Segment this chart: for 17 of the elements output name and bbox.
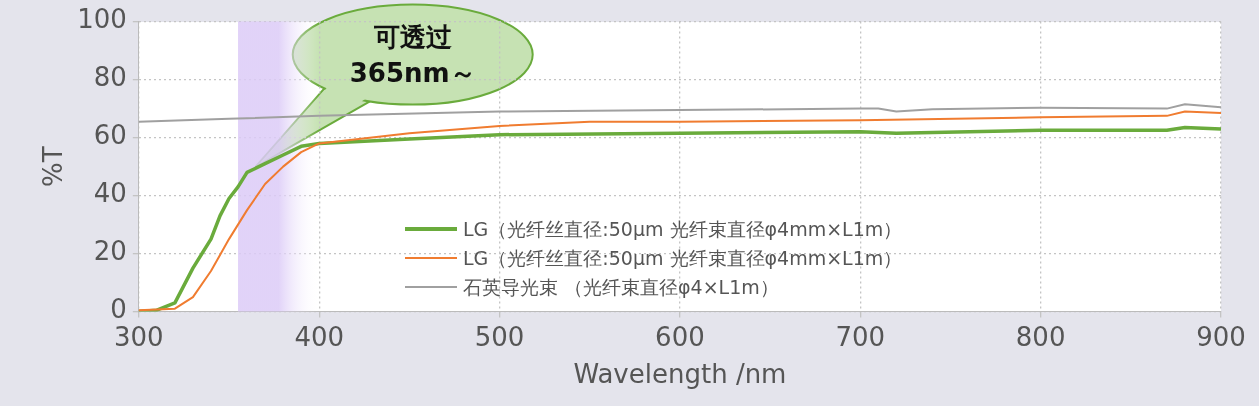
x-tick-label: 800 — [1015, 321, 1066, 352]
legend-label: 石英导光束 （光纤束直径φ4×L1m） — [463, 274, 779, 300]
x-tick-label: 900 — [1196, 321, 1246, 352]
x-axis-title: Wavelength /nm — [573, 359, 787, 390]
legend-label: LG（光纤丝直径:50μm 光纤束直径φ4mm×L1m） — [463, 245, 903, 271]
y-tick-label: 100 — [77, 4, 127, 35]
annotation: 可透过 365nm～ — [349, 20, 476, 90]
y-tick-label: 60 — [93, 120, 127, 151]
legend-label: LG（光纤丝直径:50μm 光纤束直径φ4mm×L1m） — [463, 216, 903, 242]
x-tick-label: 400 — [294, 321, 345, 352]
x-tick-label: 500 — [474, 321, 525, 352]
x-tick-label: 700 — [835, 321, 886, 352]
y-tick-label: 40 — [93, 178, 127, 209]
y-axis-title: %T — [38, 146, 69, 187]
y-tick-label: 20 — [93, 236, 127, 267]
y-tick-label: 80 — [93, 62, 127, 93]
x-tick-label: 600 — [655, 321, 705, 352]
